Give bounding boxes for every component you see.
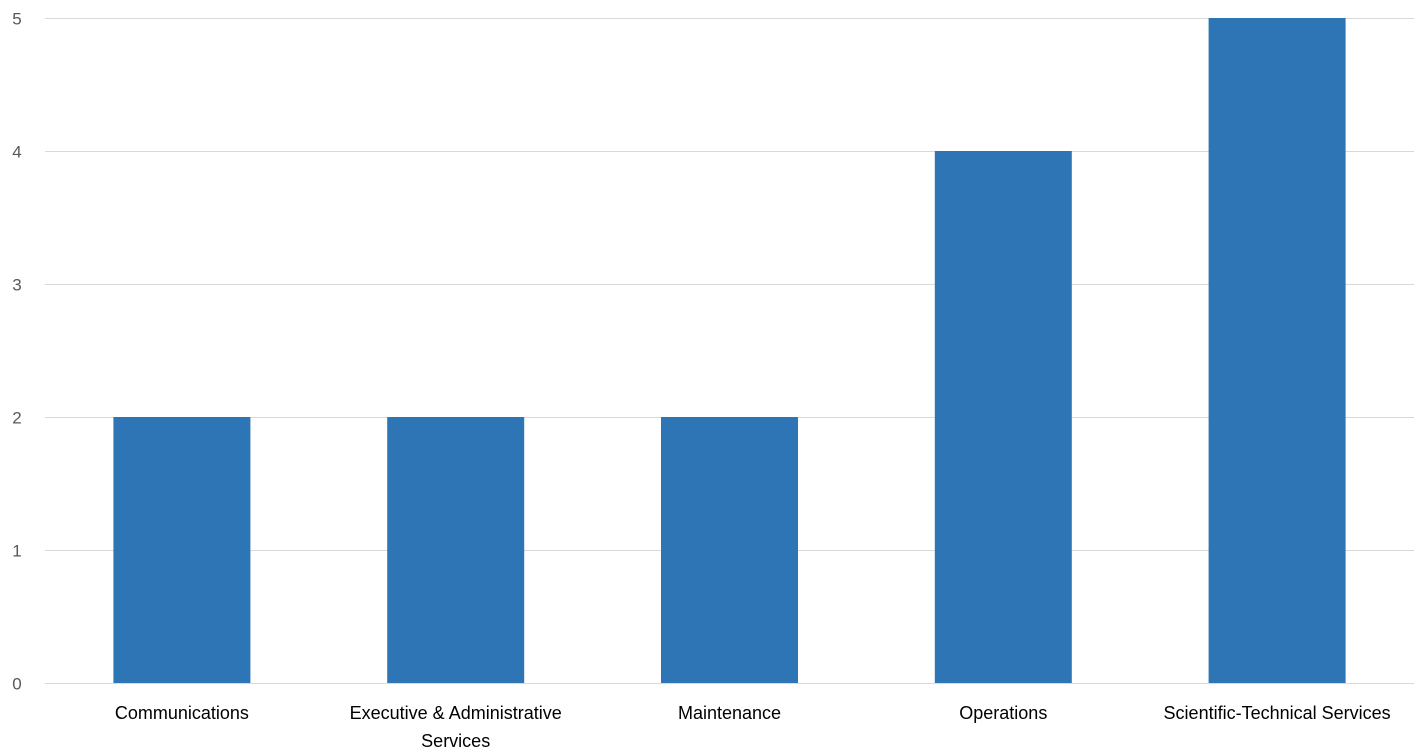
y-tick-label: 2 xyxy=(12,409,21,428)
x-tick-label: Maintenance xyxy=(678,703,781,723)
y-tick-label: 3 xyxy=(12,276,21,295)
y-axis-tick-labels: 0 1 2 3 4 5 xyxy=(12,10,21,694)
y-tick-label: 4 xyxy=(12,143,21,162)
x-tick-label: Executive & Administrative xyxy=(350,703,562,723)
x-tick-label: Operations xyxy=(959,703,1047,723)
y-tick-label: 0 xyxy=(12,675,21,694)
bar-0 xyxy=(113,417,251,683)
bar-3 xyxy=(934,151,1072,683)
y-tick-label: 5 xyxy=(12,10,21,29)
bars xyxy=(113,18,1346,683)
x-tick-label: Communications xyxy=(115,703,249,723)
x-tick-label: Services xyxy=(421,731,490,751)
x-tick-label: Scientific-Technical Services xyxy=(1164,703,1391,723)
bar-1 xyxy=(387,417,525,683)
bar-4 xyxy=(1208,18,1346,683)
x-axis-tick-labels: Communications Executive & Administrative… xyxy=(115,703,1391,751)
y-tick-label: 1 xyxy=(12,542,21,561)
bar-2 xyxy=(661,417,798,683)
